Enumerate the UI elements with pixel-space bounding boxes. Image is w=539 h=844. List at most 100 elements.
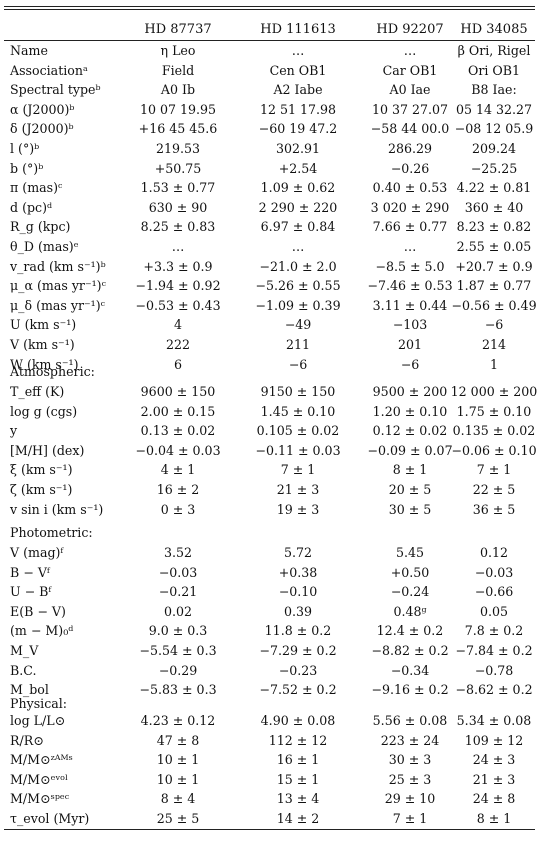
row-label: M_V [10,643,39,658]
section-title: Physical: [10,696,68,711]
table-cell: 0.13 ± 0.02 [140,423,216,439]
table-cell: 0.135 ± 0.02 [452,423,536,439]
table-cell: 9150 ± 150 [260,384,336,399]
table-cell: 30 ± 5 [388,501,432,517]
row-label: V (km s⁻¹) [10,337,75,352]
table-cell: +0.38 [278,564,318,580]
column-header: HD 111613 [260,22,336,37]
table-cell: 1.87 ± 0.77 [456,278,532,294]
row-label: B.C. [10,662,37,678]
table-cell: 47 ± 8 [156,732,200,748]
table-cell: −0.23 [278,662,318,678]
table-cell: +16 45 45.6 [138,121,218,137]
table-cell: B8 Iae: [471,82,517,98]
row-label: ξ (km s⁻¹) [10,462,73,478]
table-cell: −0.29 [158,662,198,678]
table-cell: 302.91 [275,141,321,156]
table-cell: −5.83 ± 0.3 [139,682,217,698]
table-cell: 1.53 ± 0.77 [140,180,216,196]
section-title: Atmospheric: [10,364,95,379]
row-label: log L/L⊙ [10,713,66,728]
table-row: R_g (kpc) 8.25 ± 0.83 6.97 ± 0.84 7.66 ± 0.… [0,217,539,237]
table-cell: A0 Iae [389,82,431,98]
table-cell: 222 [165,337,191,352]
table-row: d (pc)ᵈ 630 ± 90 2 290 ± 220 3 020 ± 290 360… [0,198,539,218]
table-cell: 0.12 [479,545,509,560]
table-cell: 360 ± 40 [464,199,524,215]
table-cell: 19 ± 3 [276,501,320,517]
table-cell: −58 44 00.0 [370,121,450,137]
table-cell: −0.03 [474,564,514,580]
row-label: v sin i (km s⁻¹) [10,501,104,517]
table-row: V (mag)ᶠ 3.52 5.72 5.45 0.12 [0,543,539,563]
table-cell: 7.66 ± 0.77 [372,219,448,235]
table-cell: 201 [397,337,423,352]
table-cell: 05 14 32.27 [455,101,533,117]
table-cell: −0.04 ± 0.03 [135,442,221,458]
table-cell: 8.23 ± 0.82 [456,219,532,235]
row-label: [M/H] (dex) [10,442,85,458]
table-cell: −5.26 ± 0.55 [255,278,341,294]
table-cell: 3.52 [163,545,193,560]
table-cell: 3.11 ± 0.44 [372,297,448,313]
table-cell: −6 [484,317,504,333]
table-cell: −5.54 ± 0.3 [139,643,217,658]
table-cell: −103 [392,317,428,333]
row-label: M/M⊙ᶻᴬᴹˢ [10,752,73,768]
table-cell: 0.39 [283,603,313,619]
table-cell: −0.34 [390,662,430,678]
row-label: U (km s⁻¹) [10,317,77,333]
table-cell: −60 19 47.2 [258,121,338,137]
table-cell: −0.78 [474,662,514,678]
table-cell: 9500 ± 200 [372,384,448,399]
table-cell: 2.55 ± 0.05 [456,239,532,254]
table-cell: −0.06 ± 0.10 [451,442,537,458]
table-cell: −7.52 ± 0.2 [259,682,337,698]
table-cell: 20 ± 5 [388,482,432,497]
table-cell: … [291,43,305,58]
table-cell: 286.29 [387,141,433,156]
table-row: W (km s⁻¹) 6 −6 −6 1 [0,355,539,375]
table-cell: −7.46 ± 0.53 [367,278,453,294]
table-row: (m − M)₀ᵈ 9.0 ± 0.3 11.8 ± 0.2 12.4 ± 0.2 7.… [0,621,539,641]
table-row: R/R⊙ 47 ± 8 112 ± 12 223 ± 24 109 ± 12 [0,731,539,751]
table-cell: 211 [285,337,311,352]
table-row: E(B − V) 0.02 0.39 0.48ᵍ 0.05 [0,602,539,622]
table-cell: 5.56 ± 0.08 [372,713,448,728]
row-label: π (mas)ᶜ [10,180,63,196]
table-cell: 10 37 27.07 [371,101,449,117]
table-cell: 24 ± 8 [472,791,516,807]
table-cell: 21 ± 3 [276,482,320,497]
table-cell: −9.16 ± 0.2 [371,682,449,698]
table-cell: −0.53 ± 0.43 [135,297,221,313]
row-label: μ_α (mas yr⁻¹)ᶜ [10,278,106,294]
table-cell: −1.94 ± 0.92 [135,278,221,294]
table-row: U − Bᶠ −0.21 −0.10 −0.24 −0.66 [0,582,539,602]
row-label: log g (cgs) [10,403,78,419]
row-label: (m − M)₀ᵈ [10,623,74,639]
row-label: M/M⊙ᵉᵛᵒˡ [10,771,69,787]
table-row: ζ (km s⁻¹) 16 ± 2 21 ± 3 20 ± 5 22 ± 5 [0,480,539,500]
row-label: d (pc)ᵈ [10,199,53,215]
table-cell: −0.11 ± 0.03 [255,442,341,458]
table-cell: 0 ± 3 [160,501,196,517]
table-cell: 630 ± 90 [148,199,208,215]
row-label: y [10,423,18,439]
table-row: log L/L⊙ 4.23 ± 0.12 4.90 ± 0.08 5.56 ± 0.0… [0,711,539,731]
table-cell: 112 ± 12 [268,732,328,748]
table-cell: 12 51 17.98 [259,101,337,117]
table-cell: 223 ± 24 [380,732,440,748]
table-cell: −0.66 [474,584,514,600]
table-cell: −0.10 [278,584,318,600]
table-cell: Cen OB1 [269,62,327,78]
table-cell: 0.05 [479,603,509,619]
table-row: l (°)ᵇ 219.53 302.91 286.29 209.24 [0,139,539,159]
table-cell: 30 ± 3 [388,752,432,768]
table-row: T_eff (K) 9600 ± 150 9150 ± 150 9500 ± 200 1… [0,382,539,402]
table-cell: 1.45 ± 0.10 [260,403,336,419]
table-cell: η Leo [160,43,196,58]
row-label: V (mag)ᶠ [10,545,64,560]
table-cell: 4 [173,317,182,333]
table-cell: 219.53 [155,141,201,156]
row-label: θ_D (mas)ᵉ [10,239,79,254]
